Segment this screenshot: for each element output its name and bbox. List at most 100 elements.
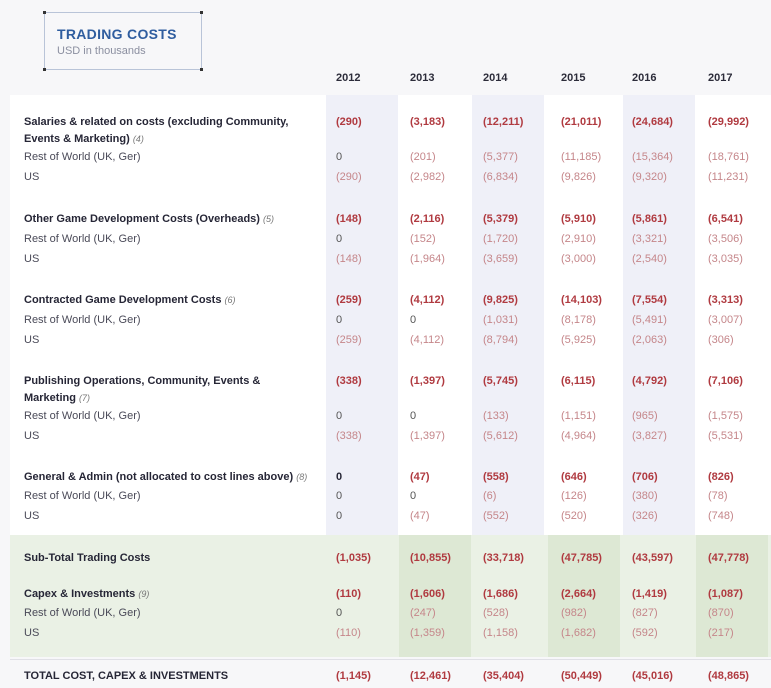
cell-total: (47) — [410, 471, 430, 483]
cell-value: 0 — [336, 314, 343, 326]
section-label-capex: Capex & Investments (9) — [24, 586, 314, 603]
cell-value: (528) — [483, 607, 509, 619]
cell-value: (965) — [632, 410, 658, 422]
grand-total-cell: (1,145) — [336, 670, 371, 682]
cell-value: (5,531) — [708, 430, 743, 442]
cell-total: (7,106) — [708, 375, 743, 387]
grand-total-cell: (35,404) — [483, 670, 524, 682]
page-title: TRADING COSTS — [57, 26, 177, 42]
cell-value: (5,491) — [632, 314, 667, 326]
cell-value: 0 — [410, 490, 417, 502]
section-label-contracted: Contracted Game Development Costs (6) — [24, 292, 314, 309]
cell-value: (306) — [708, 334, 734, 346]
cell-value: (1,964) — [410, 253, 445, 265]
subtotal-cell: (10,855) — [410, 552, 451, 564]
cell-total: (2,116) — [410, 213, 445, 225]
title-box: TRADING COSTS USD in thousands — [43, 11, 203, 71]
cell-total: (5,861) — [632, 213, 667, 225]
year-header-2015: 2015 — [561, 72, 586, 84]
cell-value: (217) — [708, 627, 734, 639]
cell-total: (290) — [336, 116, 362, 128]
cell-total: (5,745) — [483, 375, 518, 387]
section-label-text: Salaries & related on costs (excluding C… — [24, 116, 289, 145]
column-shade-2016 — [623, 95, 695, 535]
row-label: Rest of World (UK, Ger) — [24, 233, 141, 245]
cell-total: (5,910) — [561, 213, 596, 225]
grand-total-cell: (12,461) — [410, 670, 451, 682]
section-label-text: General & Admin (not allocated to cost l… — [24, 471, 294, 483]
cell-value: 0 — [336, 151, 343, 163]
cell-total: (3,183) — [410, 116, 445, 128]
year-header-2017: 2017 — [708, 72, 733, 84]
cell-value: (326) — [632, 510, 658, 522]
cell-value: (1,359) — [410, 627, 445, 639]
cell-value: (2,910) — [561, 233, 596, 245]
cell-value: (133) — [483, 410, 509, 422]
subtotal-cell: (47,785) — [561, 552, 602, 564]
cell-value: (6,834) — [483, 171, 518, 183]
cell-value: (748) — [708, 510, 734, 522]
cell-total: (7,554) — [632, 294, 667, 306]
cell-total: (338) — [336, 375, 362, 387]
footnote-ref: (9) — [138, 589, 150, 599]
corner-dot-icon — [43, 68, 46, 71]
cell-value: (380) — [632, 490, 658, 502]
cell-value: (8,794) — [483, 334, 518, 346]
cell-total: (1,397) — [410, 375, 445, 387]
cell-value: (552) — [483, 510, 509, 522]
cell-total: (259) — [336, 294, 362, 306]
cell-value: 0 — [336, 607, 343, 619]
row-label: Rest of World (UK, Ger) — [24, 410, 141, 422]
subtotal-cell: (1,035) — [336, 552, 371, 564]
row-label: US — [24, 171, 40, 183]
row-label: Rest of World (UK, Ger) — [24, 151, 141, 163]
cell-value: (3,659) — [483, 253, 518, 265]
column-shade-2014 — [472, 95, 544, 535]
row-label: Rest of World (UK, Ger) — [24, 314, 141, 326]
row-label: US — [24, 334, 40, 346]
cell-value: (5,377) — [483, 151, 518, 163]
cell-total: (9,825) — [483, 294, 518, 306]
cell-value: (1,682) — [561, 627, 596, 639]
cell-value: (78) — [708, 490, 728, 502]
cell-value: (3,035) — [708, 253, 743, 265]
cell-total: (29,992) — [708, 116, 749, 128]
row-label: US — [24, 510, 40, 522]
grand-total-cell: (45,016) — [632, 670, 673, 682]
cell-total: (110) — [336, 588, 362, 600]
subtotal-cell: (33,718) — [483, 552, 524, 564]
year-header-2016: 2016 — [632, 72, 657, 84]
cell-value: (290) — [336, 171, 362, 183]
cell-value: (592) — [632, 627, 658, 639]
cell-total: (558) — [483, 471, 509, 483]
row-label: Rest of World (UK, Ger) — [24, 490, 141, 502]
cell-value: (152) — [410, 233, 436, 245]
year-header-2013: 2013 — [410, 72, 435, 84]
cell-value: (1,720) — [483, 233, 518, 245]
section-label-text: Publishing Operations, Community, Events… — [24, 375, 261, 404]
cell-value: (11,185) — [561, 151, 602, 163]
cell-value: 0 — [336, 410, 343, 422]
cell-value: (1,031) — [483, 314, 518, 326]
cell-total: (24,684) — [632, 116, 673, 128]
green-column-shade-2017 — [696, 535, 768, 657]
cell-total: (6,115) — [561, 375, 596, 387]
section-label-general-admin: General & Admin (not allocated to cost l… — [24, 469, 324, 486]
subtotal-label: Sub-Total Trading Costs — [24, 552, 151, 564]
cell-total: (12,211) — [483, 116, 524, 128]
cell-value: (2,540) — [632, 253, 667, 265]
row-label: Rest of World (UK, Ger) — [24, 607, 141, 619]
cell-total: (826) — [708, 471, 734, 483]
row-label: US — [24, 430, 40, 442]
cell-value: (2,063) — [632, 334, 667, 346]
cell-value: (3,506) — [708, 233, 743, 245]
cell-value: (1,575) — [708, 410, 743, 422]
row-label: US — [24, 253, 40, 265]
cell-value: (6) — [483, 490, 497, 502]
cell-total: (14,103) — [561, 294, 602, 306]
cell-total: (148) — [336, 213, 362, 225]
cell-value: (9,826) — [561, 171, 596, 183]
green-column-shade-2015 — [548, 535, 620, 657]
cell-value: (3,321) — [632, 233, 667, 245]
cell-value: (1,397) — [410, 430, 445, 442]
